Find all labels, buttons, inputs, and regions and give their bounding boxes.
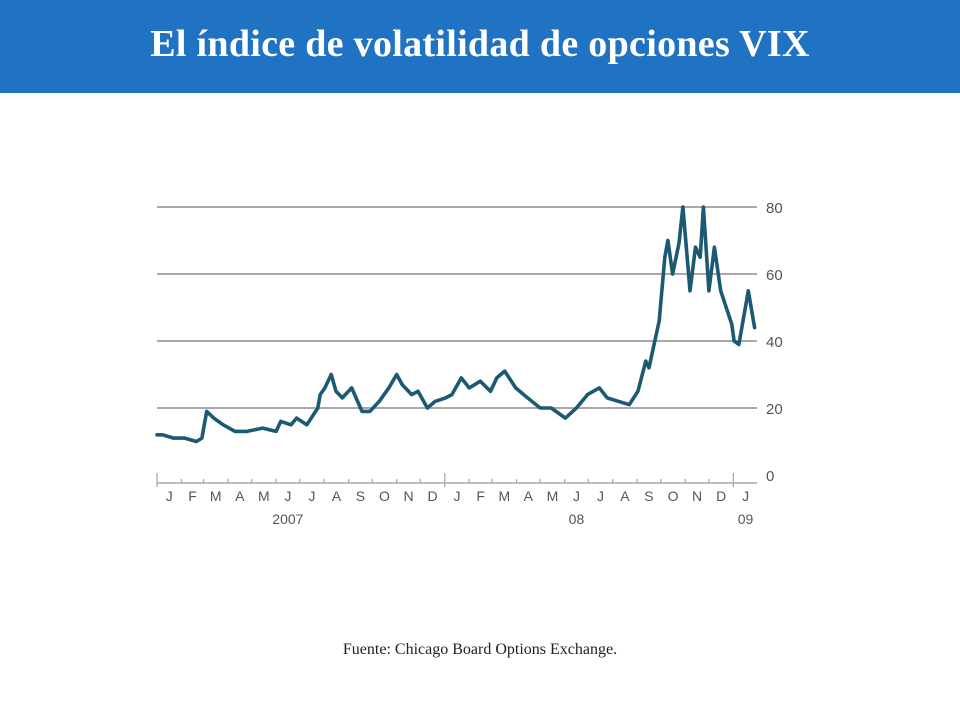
x-month-label: J <box>454 488 461 504</box>
x-month-label: M <box>498 488 510 504</box>
x-month-label: J <box>308 488 315 504</box>
x-month-label: A <box>524 488 534 504</box>
x-month-label: O <box>668 488 679 504</box>
x-month-label: J <box>166 488 173 504</box>
source-note: Fuente: Chicago Board Options Exchange. <box>342 641 618 658</box>
series-line-0 <box>155 205 757 444</box>
x-month-label: J <box>284 488 291 504</box>
x-year-label: 2007 <box>272 511 303 527</box>
x-month-label: M <box>210 488 222 504</box>
x-month-label: S <box>356 488 365 504</box>
x-year-label: 08 <box>569 511 585 527</box>
x-month-label: J <box>742 488 749 504</box>
page-title: El índice de volatilidad de opciones VIX <box>150 22 810 65</box>
y-tick-label-80: 80 <box>766 200 783 217</box>
x-month-label: D <box>716 488 726 504</box>
y-tick-label-60: 60 <box>766 267 783 284</box>
x-month-label: A <box>235 488 245 504</box>
x-month-label: A <box>620 488 630 504</box>
x-month-label: F <box>188 488 197 504</box>
x-month-label: N <box>403 488 413 504</box>
x-month-label: J <box>597 488 604 504</box>
x-month-label: A <box>332 488 342 504</box>
y-tick-label-20: 20 <box>766 401 783 418</box>
title-bar: El índice de volatilidad de opciones VIX <box>0 0 960 93</box>
x-year-label: 09 <box>738 511 754 527</box>
x-month-label: J <box>573 488 580 504</box>
x-month-label: N <box>692 488 702 504</box>
x-month-label: S <box>644 488 653 504</box>
x-month-label: F <box>476 488 485 504</box>
y-tick-label-40: 40 <box>766 334 783 351</box>
x-month-label: D <box>427 488 437 504</box>
x-month-label: O <box>379 488 390 504</box>
x-month-label: M <box>258 488 270 504</box>
x-month-label: M <box>547 488 559 504</box>
y-tick-label-0: 0 <box>766 468 774 485</box>
